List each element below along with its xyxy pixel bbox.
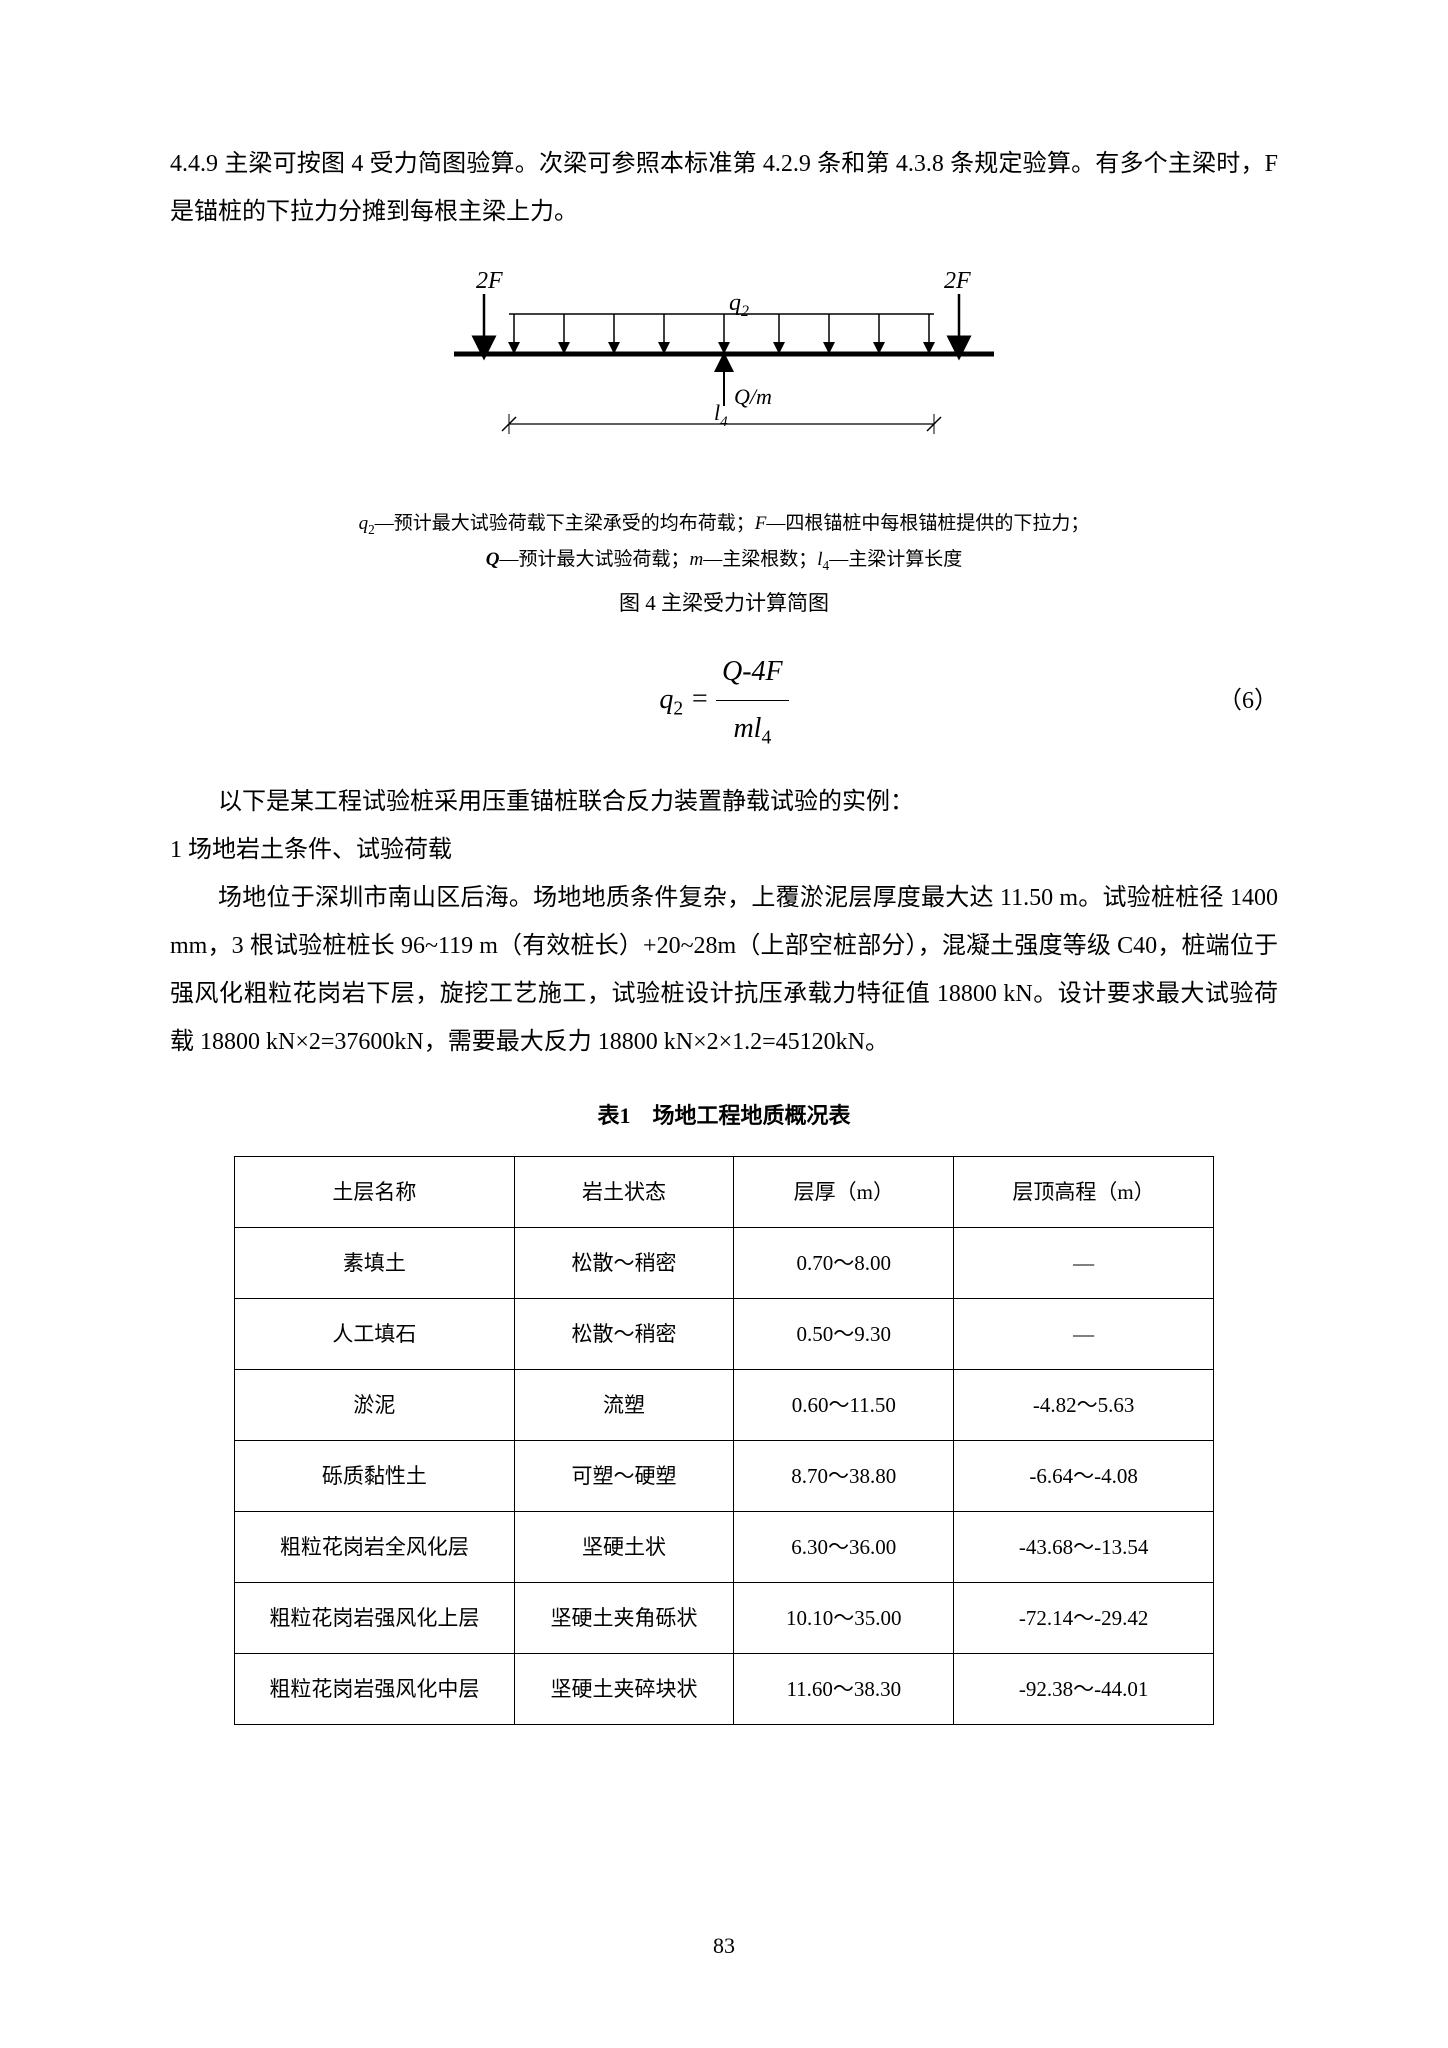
body-p3: 场地位于深圳市南山区后海。场地地质条件复杂，上覆淤泥层厚度最大达 11.50 m… [170,874,1278,1066]
figure-label: 图 4 主梁受力计算简图 [170,582,1278,624]
diagram-caption: q2—预计最大试验荷载下主梁承受的均布荷载；F—四根锚桩中每根锚桩提供的下拉力；… [170,506,1278,578]
cell: 10.10～35.00 [734,1582,954,1653]
cell: 粗粒花岗岩全风化层 [235,1511,515,1582]
cell: -72.14～-29.42 [954,1582,1214,1653]
cell: 0.60～11.50 [734,1369,954,1440]
cell: -92.38～-44.01 [954,1653,1214,1724]
col-header-elevation: 层顶高程（m） [954,1156,1214,1227]
cell: 素填土 [235,1227,515,1298]
cap-q2-var: q2 [359,513,375,534]
table-row: 淤泥 流塑 0.60～11.50 -4.82～5.63 [235,1369,1214,1440]
cell: 坚硬土夹碎块状 [514,1653,734,1724]
cell: 坚硬土状 [514,1511,734,1582]
cell: 淤泥 [235,1369,515,1440]
section-paragraph: 4.4.9 主梁可按图 4 受力简图验算。次梁可参照本标准第 4.2.9 条和第… [170,140,1278,236]
cap-l4-var: l4 [817,549,829,570]
table-title: 表1 场地工程地质概况表 [170,1094,1278,1138]
section-text: 主梁可按图 4 受力简图验算。次梁可参照本标准第 4.2.9 条和第 4.3.8… [170,151,1278,225]
cell: 8.70～38.80 [734,1440,954,1511]
cell: 可塑～硬塑 [514,1440,734,1511]
table-row: 粗粒花岗岩强风化上层 坚硬土夹角砾状 10.10～35.00 -72.14～-2… [235,1582,1214,1653]
equation-number: （6） [1218,677,1278,725]
eq-sign: = [683,684,716,715]
distributed-label: q2 [729,290,749,320]
cell: 坚硬土夹角砾状 [514,1582,734,1653]
cell: 砾质黏性土 [235,1440,515,1511]
cell: -43.68～-13.54 [954,1511,1214,1582]
cap-m-var: m [690,549,704,570]
cell: 11.60～38.30 [734,1653,954,1724]
cell: 人工填石 [235,1298,515,1369]
table-row: 人工填石 松散～稍密 0.50～9.30 — [235,1298,1214,1369]
cap-m-text: —主梁根数； [703,549,817,570]
cap-F-var: F [755,513,767,534]
body-p2: 1 场地岩土条件、试验荷载 [170,826,1278,874]
cap-Q-text: —预计最大试验荷载； [500,549,690,570]
eq-numerator: Q-4F [716,644,789,701]
cell: — [954,1298,1214,1369]
table-row: 粗粒花岗岩强风化中层 坚硬土夹碎块状 11.60～38.30 -92.38～-4… [235,1653,1214,1724]
cap-Q-var: Q [486,549,500,570]
cell: 松散～稍密 [514,1298,734,1369]
cell: 流塑 [514,1369,734,1440]
cell: -6.64～-4.08 [954,1440,1214,1511]
table-row: 粗粒花岗岩全风化层 坚硬土状 6.30～36.00 -43.68～-13.54 [235,1511,1214,1582]
col-header-thickness: 层厚（m） [734,1156,954,1227]
col-header-name: 土层名称 [235,1156,515,1227]
page-number: 83 [0,1924,1448,1968]
right-force-label: 2F [944,268,971,294]
cap-F-text: —四根锚桩中每根锚桩提供的下拉力； [766,513,1089,534]
cell: 粗粒花岗岩强风化中层 [235,1653,515,1724]
cap-q2-text: —预计最大试验荷载下主梁承受的均布荷载； [375,513,755,534]
body-p1: 以下是某工程试验桩采用压重锚桩联合反力装置静载试验的实例： [170,778,1278,826]
col-header-state: 岩土状态 [514,1156,734,1227]
eq-lhs: q2 [659,684,683,715]
section-number: 4.4.9 [170,151,218,177]
equation-6: q2 = Q-4F ml4 （6） [170,644,1278,758]
table-row: 素填土 松散～稍密 0.70～8.00 — [235,1227,1214,1298]
eq-denominator: ml4 [716,701,789,758]
left-force-label: 2F [476,268,503,294]
eq-fraction: Q-4F ml4 [716,644,789,758]
beam-svg: 2F 2F q2 Q/m [414,266,1034,466]
cell: 0.50～9.30 [734,1298,954,1369]
table-header-row: 土层名称 岩土状态 层厚（m） 层顶高程（m） [235,1156,1214,1227]
cell: 6.30～36.00 [734,1511,954,1582]
cap-l4-text: —主梁计算长度 [829,549,962,570]
cell: 粗粒花岗岩强风化上层 [235,1582,515,1653]
reaction-label: Q/m [734,384,772,409]
cell: -4.82～5.63 [954,1369,1214,1440]
span-label: l4 [714,400,728,430]
cell: — [954,1227,1214,1298]
geology-table: 土层名称 岩土状态 层厚（m） 层顶高程（m） 素填土 松散～稍密 0.70～8… [234,1156,1214,1725]
table-row: 砾质黏性土 可塑～硬塑 8.70～38.80 -6.64～-4.08 [235,1440,1214,1511]
cell: 松散～稍密 [514,1227,734,1298]
cell: 0.70～8.00 [734,1227,954,1298]
beam-diagram: 2F 2F q2 Q/m [170,266,1278,466]
